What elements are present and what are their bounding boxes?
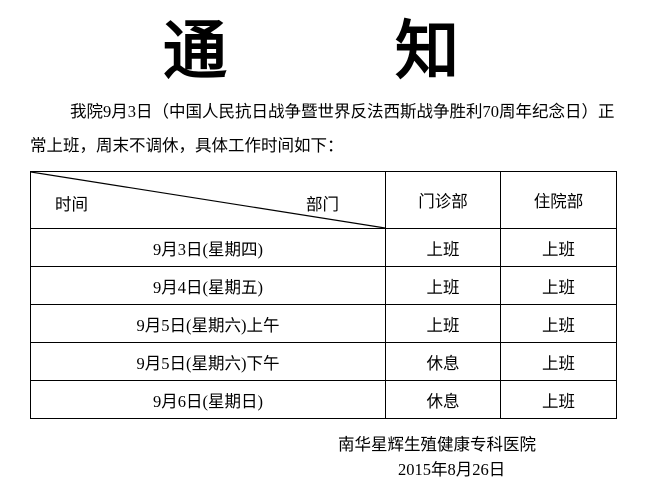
row-outpatient: 休息 <box>385 342 501 381</box>
row-outpatient: 上班 <box>385 304 501 343</box>
row-outpatient: 休息 <box>385 380 501 419</box>
footer-organization: 南华星辉生殖健康专科医院 <box>338 435 536 454</box>
row-inpatient: 上班 <box>500 342 617 381</box>
row-inpatient: 上班 <box>500 380 617 419</box>
footer-date: 2015年8月26日 <box>398 460 506 479</box>
row-date: 9月5日(星期六)下午 <box>30 342 386 381</box>
table-header-row: 时间 部门 门诊部 住院部 <box>30 171 617 229</box>
diagonal-header-cell: 时间 部门 <box>30 171 386 229</box>
row-date: 9月4日(星期五) <box>30 266 386 305</box>
header-time: 时间 <box>55 195 88 214</box>
table-row: 9月5日(星期六)下午 休息 上班 <box>30 342 617 381</box>
table-row: 9月5日(星期六)上午 上班 上班 <box>30 304 617 343</box>
body-text: 我院9月3日（中国人民抗日战争暨世界反法西斯战争胜利70周年纪念日）正常上班，周… <box>30 102 615 155</box>
header-dept: 部门 <box>306 195 339 214</box>
row-inpatient: 上班 <box>500 266 617 305</box>
header-inpatient: 住院部 <box>500 171 617 229</box>
row-outpatient: 上班 <box>385 228 501 267</box>
table-row: 9月6日(星期日) 休息 上班 <box>30 380 617 419</box>
table-row: 9月4日(星期五) 上班 上班 <box>30 266 617 305</box>
row-inpatient: 上班 <box>500 228 617 267</box>
title-char-1: 通 <box>163 16 227 87</box>
row-outpatient: 上班 <box>385 266 501 305</box>
schedule-table: 时间 部门 门诊部 住院部 9月3日(星期四) 上班 上班 9月4日(星期五) 上班上… <box>30 171 617 419</box>
row-date: 9月6日(星期日) <box>30 380 386 419</box>
row-date: 9月3日(星期四) <box>30 228 386 267</box>
row-date: 9月5日(星期六)上午 <box>30 304 386 343</box>
row-inpatient: 上班 <box>500 304 617 343</box>
header-outpatient: 门诊部 <box>385 171 501 229</box>
diagonal-line <box>31 172 385 228</box>
table-row: 9月3日(星期四) 上班 上班 <box>30 228 617 267</box>
notice-body: 我院9月3日（中国人民抗日战争暨世界反法西斯战争胜利70周年纪念日）正常上班，周… <box>30 95 620 163</box>
title-char-2: 知 <box>395 16 459 87</box>
